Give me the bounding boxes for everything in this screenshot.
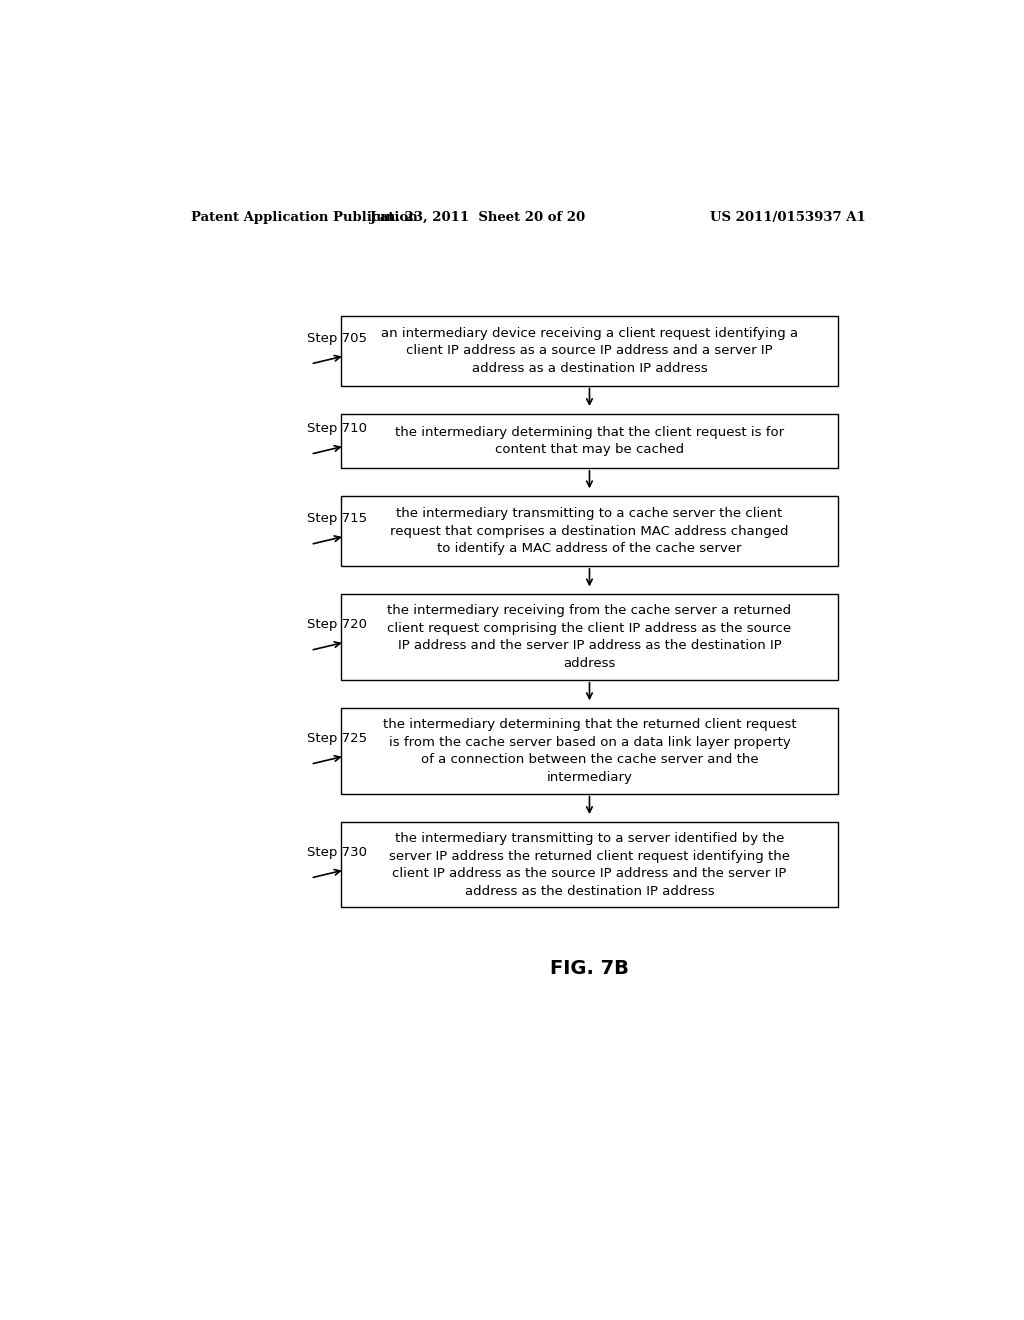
- FancyBboxPatch shape: [341, 315, 839, 385]
- Text: the intermediary receiving from the cache server a returned
client request compr: the intermediary receiving from the cach…: [387, 605, 792, 669]
- Text: the intermediary transmitting to a server identified by the
server IP address th: the intermediary transmitting to a serve…: [389, 832, 790, 898]
- Text: US 2011/0153937 A1: US 2011/0153937 A1: [711, 211, 866, 224]
- Text: Step 715: Step 715: [306, 512, 367, 525]
- FancyBboxPatch shape: [341, 496, 839, 566]
- Text: Step 725: Step 725: [306, 733, 367, 746]
- Text: Step 705: Step 705: [306, 333, 367, 345]
- Text: Step 710: Step 710: [306, 422, 367, 436]
- Text: the intermediary transmitting to a cache server the client
request that comprise: the intermediary transmitting to a cache…: [390, 507, 788, 556]
- Text: Step 730: Step 730: [306, 846, 367, 859]
- Text: the intermediary determining that the returned client request
is from the cache : the intermediary determining that the re…: [383, 718, 797, 784]
- FancyBboxPatch shape: [341, 594, 839, 680]
- Text: Step 720: Step 720: [306, 619, 367, 631]
- Text: an intermediary device receiving a client request identifying a
client IP addres: an intermediary device receiving a clien…: [381, 327, 798, 375]
- Text: the intermediary determining that the client request is for
content that may be : the intermediary determining that the cl…: [395, 426, 784, 457]
- Text: Patent Application Publication: Patent Application Publication: [191, 211, 418, 224]
- FancyBboxPatch shape: [341, 414, 839, 467]
- Text: FIG. 7B: FIG. 7B: [550, 958, 629, 978]
- FancyBboxPatch shape: [341, 709, 839, 793]
- Text: Jun. 23, 2011  Sheet 20 of 20: Jun. 23, 2011 Sheet 20 of 20: [370, 211, 585, 224]
- FancyBboxPatch shape: [341, 822, 839, 907]
